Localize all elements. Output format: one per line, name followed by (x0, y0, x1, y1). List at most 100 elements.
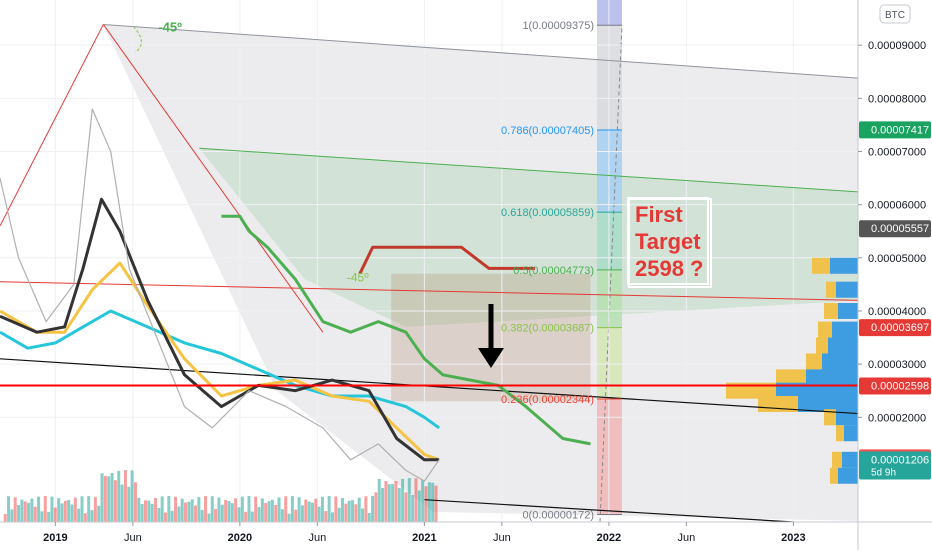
volume-bar (391, 484, 395, 522)
vp-bar-blue (842, 451, 858, 468)
fib-level-label: 0.5(0.00004773) (513, 265, 594, 277)
fib-zone (597, 398, 622, 515)
green-fan-zone (199, 148, 859, 327)
price-tick-label: 0.00005000 (868, 253, 926, 265)
volume-bar (100, 473, 104, 522)
volume-bar (287, 513, 291, 522)
volume-bar (417, 490, 421, 522)
volume-bar (147, 500, 151, 522)
volume-bar (43, 496, 47, 522)
volume-bar (280, 509, 284, 522)
series-line (0, 108, 440, 482)
volume-bar (254, 496, 258, 522)
volume-bar (367, 513, 371, 522)
volume-bar (200, 509, 204, 522)
vp-bar-blue (836, 281, 858, 298)
fib-level-label: 1(0.00009375) (522, 20, 594, 32)
price-tick-label: 0.00009000 (868, 40, 926, 52)
volume-bar (217, 497, 221, 522)
fib-level-label: 0.236(0.00002344) (501, 394, 594, 406)
series-line (0, 197, 440, 462)
volume-bar (163, 512, 167, 522)
lower-black-line (424, 499, 794, 523)
fib-level-label: 0.618(0.00005859) (501, 207, 594, 219)
volume-bar (127, 486, 131, 522)
annotation-text: 2598 ? (635, 256, 704, 281)
volume-bar (397, 487, 401, 522)
volume-bar (300, 505, 304, 522)
volume-bar (190, 499, 194, 522)
volume-bar (260, 498, 264, 522)
volume-bar (227, 501, 231, 522)
vp-bar-yellow (806, 353, 822, 370)
target-annotation (628, 198, 712, 288)
volume-bar (47, 512, 51, 522)
volume-bar (434, 485, 438, 522)
volume-bar (73, 497, 77, 522)
volume-bar (250, 511, 254, 522)
volume-bar (274, 504, 278, 522)
volume-bar (207, 513, 211, 522)
volume-bar (13, 497, 17, 522)
volume-bar (404, 492, 408, 522)
price-label-box (859, 220, 931, 238)
volume-bar (357, 497, 361, 522)
channel-top-line (103, 23, 859, 79)
series-line (0, 309, 440, 430)
volume-bar (297, 497, 301, 522)
volume-bar (110, 472, 114, 522)
time-axis-panel (0, 522, 932, 550)
annotation-text: First (635, 202, 683, 227)
volume-bar (177, 506, 181, 522)
price-tick-label: 0.00002000 (868, 412, 926, 424)
volume-bar (90, 510, 94, 522)
volume-bar (7, 496, 11, 522)
volume-bar (30, 498, 34, 522)
volume-bar (237, 507, 241, 522)
volume-bar (401, 478, 405, 522)
volume-bar (77, 508, 81, 522)
volume-bar (160, 496, 164, 522)
volume-bar (180, 498, 184, 522)
volume-bar (267, 501, 271, 522)
annotation-text: Target (635, 229, 701, 254)
volume-bar (57, 498, 61, 522)
price-label-text: 0.00002598 (871, 380, 929, 392)
volume-bar (130, 470, 134, 522)
vp-bar-blue (828, 337, 858, 354)
volume-bar (10, 509, 14, 522)
volume-bar (394, 481, 398, 522)
volume-bar (371, 496, 375, 522)
volume-bar (107, 476, 111, 522)
time-tick-label: Jun (308, 532, 326, 544)
vp-bar-blue (776, 382, 858, 399)
fib-zone (597, 0, 622, 26)
volume-bar (364, 496, 368, 522)
volume-bar (23, 501, 27, 522)
volume-bar (244, 511, 248, 522)
vp-bar-blue (844, 425, 858, 442)
fan-left-red-line (0, 24, 104, 227)
volume-bar (270, 499, 274, 522)
price-label-box (859, 377, 931, 395)
vp-bar-blue (838, 302, 858, 319)
volume-bar (384, 481, 388, 522)
background-zones (103, 0, 859, 523)
volume-bar (414, 478, 418, 522)
time-tick-label: 2022 (597, 532, 621, 544)
price-tick-label: 0.00007000 (868, 146, 926, 158)
volume-bar (214, 508, 218, 522)
volume-bar (351, 500, 355, 522)
volume-bar (117, 470, 121, 522)
volume-bar (277, 497, 281, 522)
currency-badge (879, 4, 911, 24)
volume-bar (80, 496, 84, 522)
volume-bar (53, 507, 57, 522)
volume-bar (83, 513, 87, 522)
volume-bar (70, 504, 74, 522)
time-tick-label: 2019 (43, 532, 67, 544)
volume-bar (431, 482, 435, 522)
price-tick-label: 0.00006000 (868, 200, 926, 212)
